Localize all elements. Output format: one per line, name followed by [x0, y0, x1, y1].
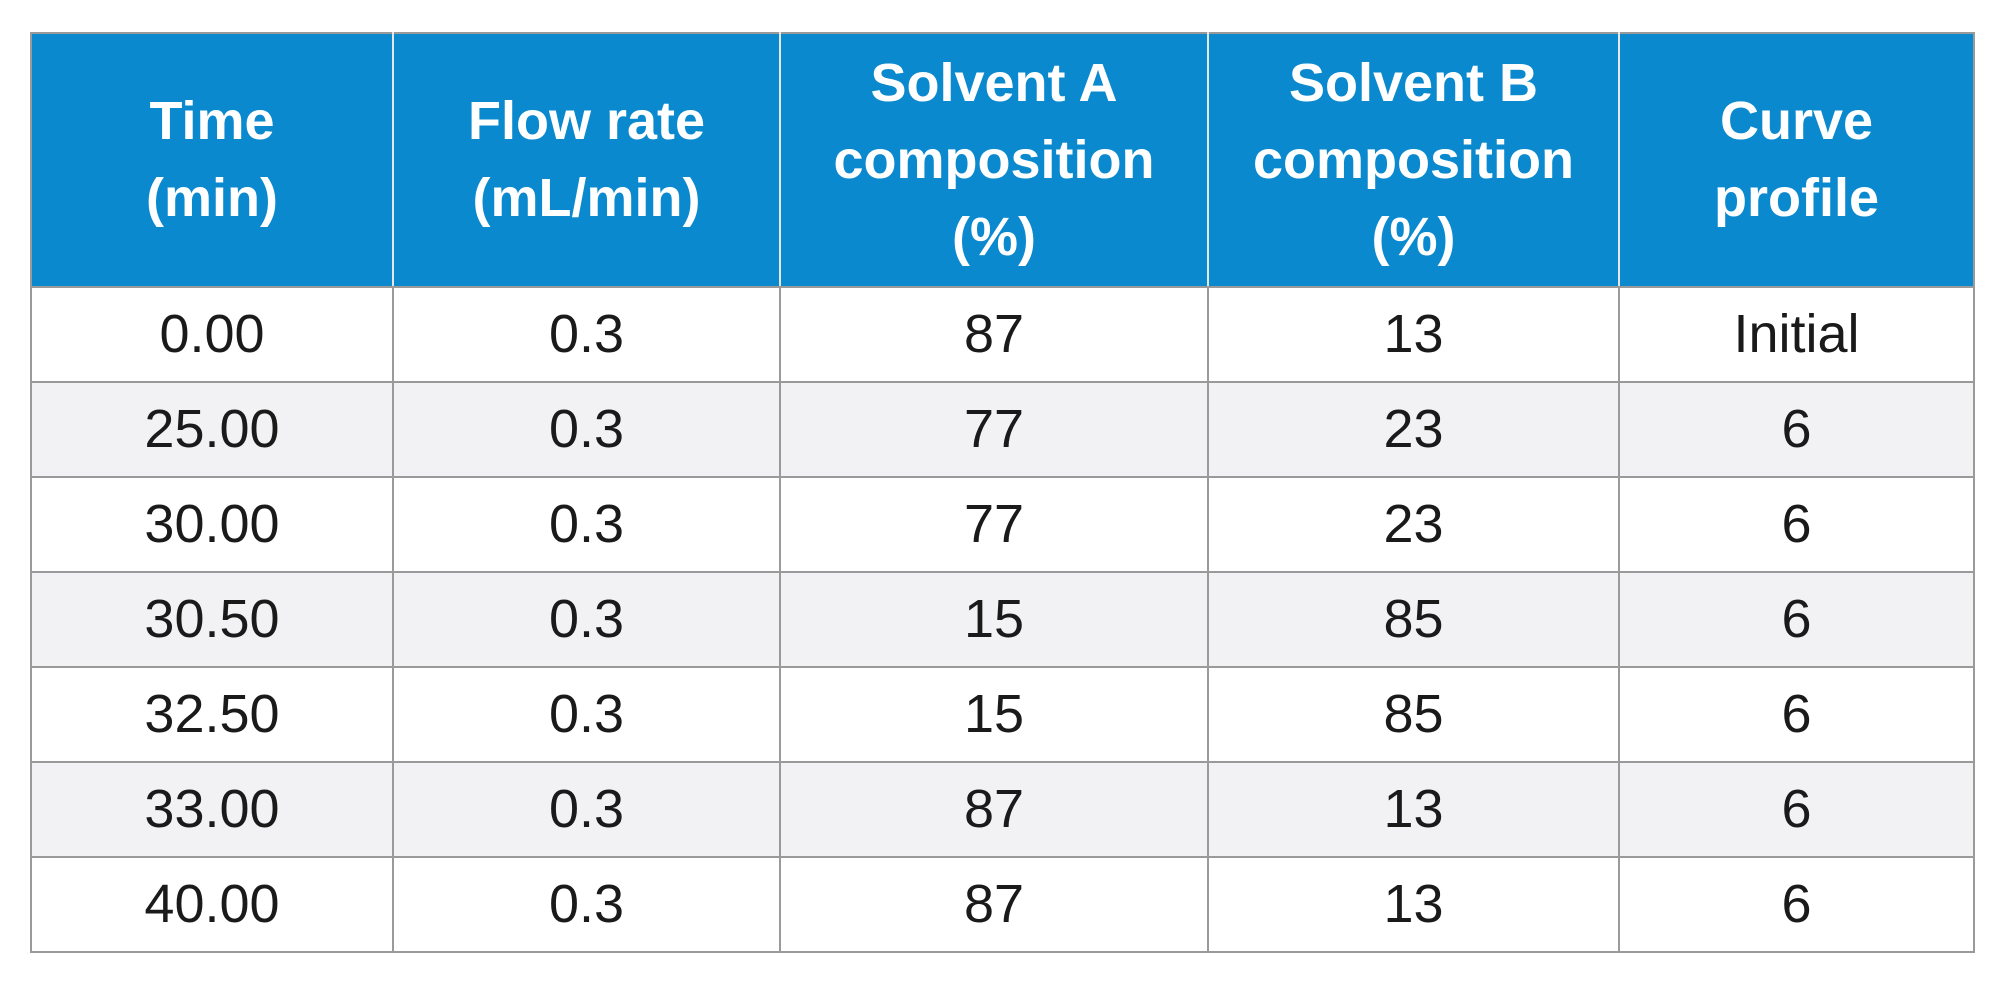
cell-curve-profile: Initial — [1618, 286, 1975, 383]
cell-solvent-a: 87 — [779, 856, 1209, 953]
cell-flow-rate: 0.3 — [392, 286, 781, 383]
table-row: 25.00 0.3 77 23 6 — [30, 381, 1975, 478]
cell-time: 25.00 — [30, 381, 394, 478]
gradient-table: Time (min) Flow rate (mL/min) Solvent A … — [30, 32, 1975, 953]
cell-curve-profile: 6 — [1618, 476, 1975, 573]
cell-flow-rate: 0.3 — [392, 381, 781, 478]
cell-solvent-a: 15 — [779, 666, 1209, 763]
cell-solvent-b: 23 — [1207, 476, 1620, 573]
cell-time: 32.50 — [30, 666, 394, 763]
cell-curve-profile: 6 — [1618, 666, 1975, 763]
cell-solvent-b: 13 — [1207, 856, 1620, 953]
cell-curve-profile: 6 — [1618, 761, 1975, 858]
cell-time: 40.00 — [30, 856, 394, 953]
cell-time: 30.00 — [30, 476, 394, 573]
table-row: 0.00 0.3 87 13 Initial — [30, 286, 1975, 383]
cell-solvent-b: 13 — [1207, 761, 1620, 858]
cell-curve-profile: 6 — [1618, 856, 1975, 953]
cell-solvent-a: 87 — [779, 761, 1209, 858]
header-time: Time (min) — [30, 32, 394, 288]
cell-solvent-b: 13 — [1207, 286, 1620, 383]
table-row: 40.00 0.3 87 13 6 — [30, 856, 1975, 953]
cell-solvent-a: 87 — [779, 286, 1209, 383]
table-header-row: Time (min) Flow rate (mL/min) Solvent A … — [30, 32, 1975, 288]
gradient-table-container: Time (min) Flow rate (mL/min) Solvent A … — [30, 32, 1975, 953]
cell-time: 33.00 — [30, 761, 394, 858]
cell-solvent-b: 85 — [1207, 666, 1620, 763]
table-row: 33.00 0.3 87 13 6 — [30, 761, 1975, 858]
cell-flow-rate: 0.3 — [392, 856, 781, 953]
cell-curve-profile: 6 — [1618, 381, 1975, 478]
header-solvent-a: Solvent A composition (%) — [779, 32, 1209, 288]
table-row: 30.00 0.3 77 23 6 — [30, 476, 1975, 573]
header-flow-rate: Flow rate (mL/min) — [392, 32, 781, 288]
cell-time: 0.00 — [30, 286, 394, 383]
cell-solvent-b: 85 — [1207, 571, 1620, 668]
cell-solvent-b: 23 — [1207, 381, 1620, 478]
header-curve-profile: Curve profile — [1618, 32, 1975, 288]
cell-time: 30.50 — [30, 571, 394, 668]
header-solvent-b: Solvent B composition (%) — [1207, 32, 1620, 288]
cell-flow-rate: 0.3 — [392, 761, 781, 858]
cell-flow-rate: 0.3 — [392, 476, 781, 573]
cell-solvent-a: 77 — [779, 476, 1209, 573]
cell-curve-profile: 6 — [1618, 571, 1975, 668]
table-row: 30.50 0.3 15 85 6 — [30, 571, 1975, 668]
table-row: 32.50 0.3 15 85 6 — [30, 666, 1975, 763]
cell-solvent-a: 77 — [779, 381, 1209, 478]
cell-flow-rate: 0.3 — [392, 666, 781, 763]
cell-solvent-a: 15 — [779, 571, 1209, 668]
cell-flow-rate: 0.3 — [392, 571, 781, 668]
